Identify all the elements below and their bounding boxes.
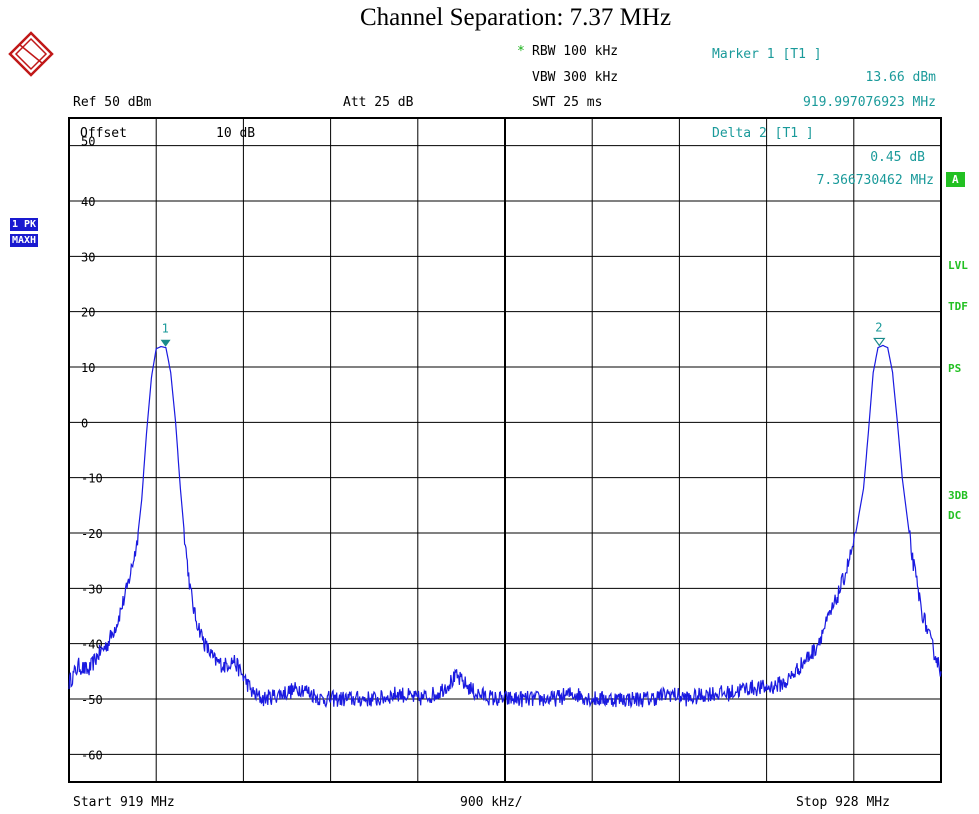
offset-value: 10 dB <box>216 126 256 141</box>
marker1-title: Marker 1 [T1 ] <box>712 47 822 62</box>
stop-frequency: Stop 928 MHz <box>796 795 890 810</box>
marker1-triangle <box>160 339 171 347</box>
marker1-level: 13.66 dBm <box>865 70 936 85</box>
y-tick-label: -10 <box>81 472 103 486</box>
span-per-division: 900 kHz/ <box>460 795 523 810</box>
3db-indicator: 3DB <box>948 489 968 502</box>
tdf-indicator: TDF <box>948 300 968 313</box>
marker1-frequency: 919.997076923 MHz <box>802 95 936 110</box>
y-tick-label: 30 <box>81 250 95 264</box>
trace-mode-badge: 1 PK <box>10 218 39 231</box>
spectrum-trace <box>68 344 942 709</box>
delta2-title: Delta 2 [T1 ] <box>712 126 814 141</box>
y-tick-label: 0 <box>81 416 88 430</box>
rbw-star: * <box>517 44 525 59</box>
delta2-level: 0.45 dB <box>870 150 925 165</box>
delta2-frequency: 7.366730462 MHz <box>816 173 934 188</box>
ps-indicator: PS <box>948 362 962 375</box>
y-tick-label: -60 <box>81 748 103 762</box>
vbw-value: VBW 300 kHz <box>532 70 619 85</box>
trace-layer <box>68 344 942 709</box>
swt-value: SWT 25 ms <box>532 95 603 110</box>
rbw-value: RBW 100 kHz <box>532 44 619 59</box>
marker2-triangle <box>873 337 886 347</box>
ref-level: Ref 50 dBm <box>73 95 152 110</box>
y-tick-label: 40 <box>81 195 95 209</box>
start-frequency: Start 919 MHz <box>73 795 175 810</box>
offset-label: Offset <box>80 126 127 141</box>
attenuation: Att 25 dB <box>343 95 414 110</box>
y-tick-labels: 50 40 30 20 10 0 -10 -20 -30 -40 -50 -60 <box>81 135 103 763</box>
trace-hold-badge: MAXH <box>10 234 39 247</box>
y-tick-label: -50 <box>81 693 103 707</box>
y-tick-label: 20 <box>81 306 95 320</box>
marker1-label: 1 <box>162 322 169 336</box>
chart-title: Channel Separation: 7.37 MHz <box>360 4 672 31</box>
y-tick-label: 10 <box>81 361 95 375</box>
dc-indicator: DC <box>948 509 962 522</box>
rohde-schwarz-logo <box>8 31 54 77</box>
y-tick-label: -30 <box>81 582 103 596</box>
y-tick-label: -20 <box>81 527 103 541</box>
plot-grid <box>68 117 942 783</box>
trace-a-indicator: A <box>946 172 965 187</box>
y-tick-label: -40 <box>81 638 103 652</box>
lvl-indicator: LVL <box>948 259 968 272</box>
y-tick-label: 50 <box>81 135 95 149</box>
marker2-label: 2 <box>875 320 882 334</box>
